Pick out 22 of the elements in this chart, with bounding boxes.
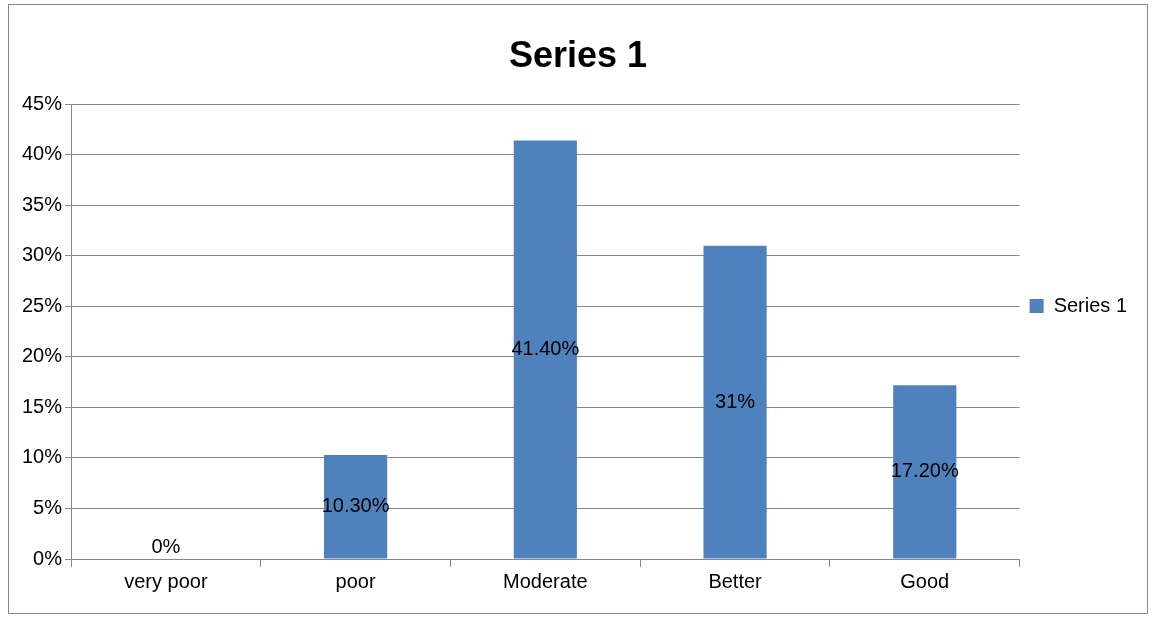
y-tick-label: 25% [22,293,63,316]
y-tick-label: 15% [22,394,63,417]
data-label: 0% [151,534,181,557]
y-tick-label: 5% [33,495,63,518]
y-tick-label: 20% [22,344,63,367]
y-tick-label: 0% [33,546,63,569]
x-tick-label: Better [708,569,763,592]
x-tick-label: poor [335,569,376,592]
y-tick-label: 30% [22,243,63,266]
data-label: 31% [715,389,756,412]
y-tick-label: 35% [22,192,63,215]
x-tick-label: Moderate [503,569,588,592]
bar [513,140,577,559]
bar [703,245,767,559]
x-tick-label: very poor [124,569,208,592]
y-tick-label: 10% [22,445,63,468]
y-tick-label: 45% [22,91,63,114]
x-tick-label: Good [900,569,950,592]
legend-label: Series 1 [1053,293,1128,316]
y-tick-label: 40% [22,142,63,165]
bar [893,385,957,559]
chart-title: Series 1 [508,33,648,75]
